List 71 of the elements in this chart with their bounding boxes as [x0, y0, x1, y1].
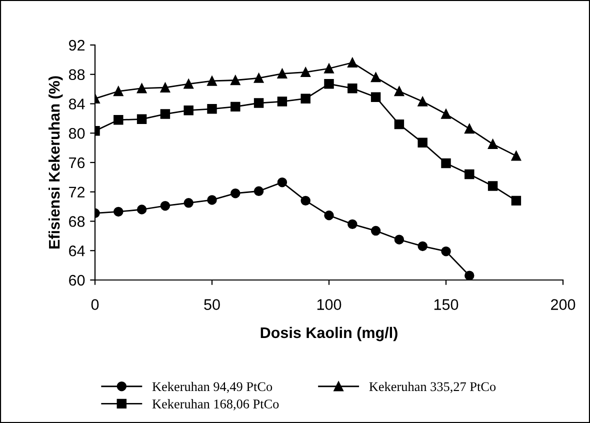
point: [184, 198, 194, 208]
y-tick-label: 68: [69, 216, 85, 227]
point: [441, 109, 451, 119]
point: [324, 210, 334, 220]
point: [136, 204, 147, 214]
point: [254, 186, 264, 196]
point: [136, 114, 147, 124]
point: [370, 226, 381, 236]
point: [394, 86, 404, 96]
point: [230, 75, 240, 86]
point: [348, 58, 358, 68]
point: [114, 115, 124, 125]
point: [277, 68, 288, 78]
point: [160, 200, 170, 211]
point: [207, 195, 217, 205]
x-tick-label: 150: [434, 299, 458, 310]
y-tick-label: 60: [69, 274, 85, 286]
point: [348, 219, 358, 230]
point: [511, 196, 522, 206]
y-tick-label: 92: [69, 40, 85, 51]
legend-label: Kekeruhan 335,27 PtCo: [369, 382, 496, 394]
point: [300, 67, 310, 78]
y-tick-label: 88: [68, 69, 85, 80]
point: [160, 109, 170, 119]
point: [300, 94, 310, 104]
point: [160, 82, 170, 92]
y-axis-title: Efisiensi Kekeruhan (%): [48, 76, 63, 248]
y-tick-label: 80: [68, 128, 85, 139]
point: [184, 106, 194, 116]
point: [441, 246, 451, 256]
x-tick-label: 100: [317, 299, 342, 310]
point: [114, 206, 124, 217]
point: [324, 79, 334, 89]
point: [207, 76, 217, 86]
point: [394, 234, 404, 244]
point: [277, 96, 288, 106]
point: [488, 139, 498, 149]
y-tick-label: 64: [69, 245, 85, 256]
x-axis-title: Dosis Kaolin (mg/l): [260, 326, 398, 342]
point: [418, 138, 428, 148]
point: [464, 270, 474, 280]
point: [324, 64, 334, 74]
point: [230, 188, 240, 198]
point: [230, 102, 240, 112]
point: [254, 98, 264, 108]
x-tick-label: 0: [91, 299, 99, 310]
y-tick-label: 84: [68, 98, 85, 110]
legend-label: Kekeruhan 168,06 PtCo: [152, 399, 279, 410]
point: [300, 196, 310, 206]
x-tick-label: 50: [204, 299, 220, 310]
point: [370, 92, 381, 102]
point: [488, 181, 498, 191]
x-tick-label: 200: [551, 299, 576, 310]
point: [464, 169, 474, 180]
point: [114, 86, 124, 96]
point: [418, 96, 428, 106]
point: [348, 83, 358, 94]
legend-label: Kekeruhan 94,49 PtCo: [152, 382, 272, 394]
point: [441, 158, 451, 168]
point: [394, 119, 404, 130]
point: [136, 83, 147, 94]
point: [207, 104, 217, 114]
y-tick-label: 76: [69, 157, 85, 168]
y-tick-label: 72: [69, 186, 85, 198]
point: [464, 124, 474, 134]
point: [418, 241, 428, 252]
point: [370, 72, 381, 82]
point: [277, 177, 288, 188]
point: [511, 151, 522, 161]
point: [254, 73, 264, 83]
point: [184, 79, 194, 89]
